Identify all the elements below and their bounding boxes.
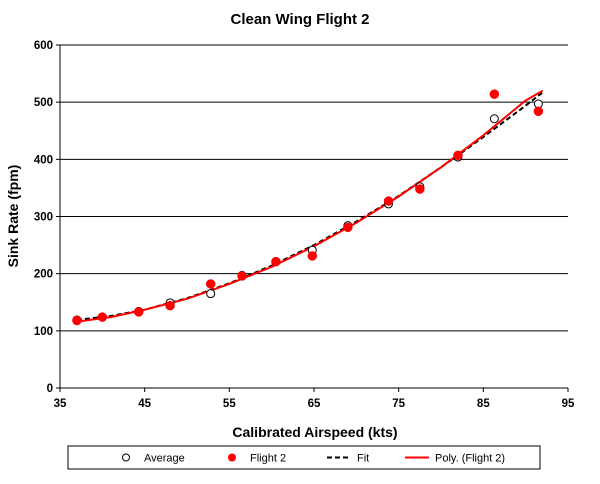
data-point-flight-2: [165, 300, 175, 311]
y-tick-label: 400: [34, 154, 53, 166]
data-point-flight-2: [343, 222, 353, 233]
data-point-flight-2: [307, 251, 318, 261]
data-point-flight-2: [72, 315, 82, 326]
x-tick-label: 65: [308, 398, 321, 410]
data-point-average: [206, 289, 216, 299]
data-point-flight-2: [133, 307, 144, 317]
y-tick-label: 100: [34, 326, 53, 338]
data-point-flight-2: [205, 279, 216, 289]
x-tick-label: 35: [54, 398, 67, 410]
legend-symbol-flight-2: [228, 453, 236, 462]
y-tick-label: 0: [47, 383, 53, 395]
legend-symbol-average: [122, 453, 130, 462]
x-tick-label: 45: [138, 398, 151, 410]
x-tick-label: 55: [223, 398, 236, 410]
y-tick-label: 600: [34, 40, 53, 52]
chart-title: Clean Wing Flight 2: [230, 11, 369, 28]
series-line-fit: [76, 91, 544, 321]
x-tick-label: 95: [562, 398, 575, 410]
series-line-poly-flight-2: [76, 89, 544, 323]
plot-area: 0 100 200 300 400 500 600 35 45 55 65 75 85 95: [34, 40, 575, 410]
legend-label-flight-2: Flight 2: [250, 453, 286, 465]
y-tick-label: 300: [34, 212, 53, 224]
y-tick-label: 200: [34, 269, 53, 281]
data-point-flight-2: [383, 196, 394, 206]
data-point-flight-2: [453, 150, 463, 161]
x-tick-label: 75: [392, 398, 405, 410]
data-point-average: [489, 114, 499, 124]
legend: Average Flight 2 Fit Poly. (Flight 2): [67, 445, 541, 470]
data-point-flight-2: [271, 256, 281, 267]
y-axis-title: Sink Rate (fpm): [5, 165, 21, 268]
data-point-flight-2: [533, 106, 544, 117]
y-tick-label: 500: [34, 97, 53, 109]
legend-label-fit: Fit: [357, 453, 369, 465]
data-point-flight-2: [237, 271, 247, 281]
legend-label-poly-flight-2: Poly. (Flight 2): [435, 453, 505, 465]
legend-box: [67, 445, 541, 470]
legend-label-average: Average: [144, 453, 185, 465]
x-axis-title: Calibrated Airspeed (kts): [232, 424, 397, 440]
data-point-flight-2: [97, 312, 108, 322]
data-point-flight-2: [489, 89, 500, 99]
x-tick-label: 85: [477, 398, 490, 410]
data-point-flight-2: [415, 184, 425, 194]
